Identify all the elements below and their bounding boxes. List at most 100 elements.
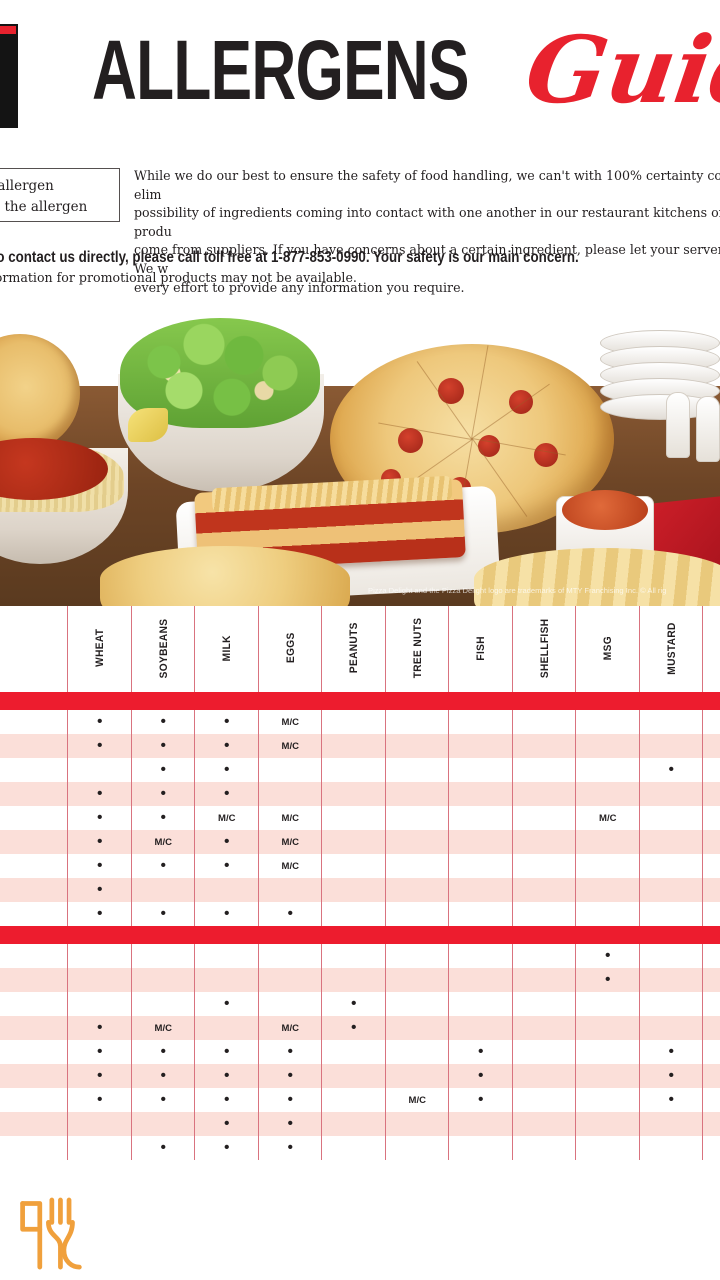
allergen-cell-milk: M/C	[218, 812, 236, 824]
legend-text-may-contain: tain the allergen	[0, 199, 88, 215]
column-separator	[257, 606, 259, 692]
column-separator	[194, 944, 195, 1160]
table-row[interactable]: • • •	[0, 782, 720, 806]
column-separator	[575, 606, 576, 692]
table-row[interactable]: • • • • • •	[0, 1040, 720, 1064]
table-row[interactable]: )•	[0, 878, 720, 902]
section-header-bar	[0, 926, 720, 944]
table-row[interactable]: Salad - with•M/CM/C•	[0, 1016, 720, 1040]
table-row[interactable]: s•••	[0, 1136, 720, 1160]
allergen-cell-wheat: •	[97, 1043, 103, 1060]
allergen-cell-milk: •	[224, 833, 230, 850]
column-separator	[384, 606, 386, 692]
photo-salt-shaker	[666, 392, 690, 458]
allergen-cell-fish: •	[478, 1067, 484, 1084]
logo-accent-top	[0, 26, 16, 34]
table-row[interactable]: h Chicken••••••	[0, 1064, 720, 1088]
allergen-cell-eggs: M/C	[281, 812, 299, 824]
page-header: PD ALLERGENS Guide	[0, 0, 720, 160]
allergen-cell-milk: •	[224, 737, 230, 754]
column-separator	[67, 710, 68, 926]
column-separator	[448, 710, 449, 926]
allergen-cell-soybeans: •	[160, 857, 166, 874]
allergen-cell-soybeans: •	[160, 809, 166, 826]
column-separator	[511, 710, 513, 926]
column-separator	[194, 606, 195, 692]
allergen-cell-soybeans: •	[160, 737, 166, 754]
allergen-cell-msg: •	[605, 947, 611, 964]
column-separator	[130, 606, 132, 692]
photo-soup	[562, 490, 648, 530]
allergen-cell-soybeans: •	[160, 1091, 166, 1108]
table-row[interactable]: • • • M/C	[0, 854, 720, 878]
column-header-label: TREE NUTS	[411, 617, 424, 679]
allergen-cell-soybeans: •	[160, 1043, 166, 1060]
column-separator	[321, 710, 322, 926]
table-row[interactable]: n Dressing•	[0, 944, 720, 968]
table-body: •••M/Cwith Bacon•••M/C••••••••M/CM/CM/C•…	[0, 692, 720, 1160]
table-column-header-row: WHEAT SOYBEANS MILK EGGS PEANUTS TREE NUTS FIS…	[0, 606, 720, 692]
column-header-label: MSG	[602, 635, 614, 661]
allergen-cell-milk: •	[224, 857, 230, 874]
legend-row-contains: •the allergen	[0, 178, 54, 194]
table-row[interactable]: hicken & Dressing•	[0, 968, 720, 992]
column-header-tree-nuts: TREE NUTS	[386, 610, 450, 686]
allergen-cell-eggs: M/C	[281, 1022, 299, 1034]
allergen-cell-eggs: •	[287, 1115, 293, 1132]
legend-box: •the allergen M/Ctain the allergen	[0, 168, 120, 222]
allergen-cell-wheat: •	[97, 809, 103, 826]
allergen-table: WHEAT SOYBEANS MILK EGGS PEANUTS TREE NUTS FIS…	[0, 606, 720, 1280]
column-header-eggs: EGGS	[259, 610, 323, 686]
allergen-cell-mustard: •	[668, 1067, 674, 1084]
photo-lemon-wedge	[128, 408, 168, 442]
allergen-cell-soybeans: •	[160, 785, 166, 802]
allergen-cell-milk: •	[224, 1067, 230, 1084]
column-separator	[130, 710, 132, 926]
table-row[interactable]: • M/C • M/C	[0, 830, 720, 854]
allergen-cell-milk: •	[224, 1115, 230, 1132]
allergen-cell-eggs: M/C	[281, 836, 299, 848]
allergen-cell-milk: •	[224, 785, 230, 802]
allergen-cell-mustard: •	[668, 1091, 674, 1108]
column-separator	[448, 606, 449, 692]
grid-lines-overlay	[0, 710, 720, 926]
allergen-cell-mustard: •	[668, 1043, 674, 1060]
table-row[interactable]: • • • •	[0, 902, 720, 926]
photo-trademark-caption: Pizza Delight and the Pizza Delight logo…	[368, 586, 667, 595]
allergen-cell-milk: •	[224, 761, 230, 778]
table-row[interactable]: • • M/C M/C M/C	[0, 806, 720, 830]
allergen-cell-mustard: •	[668, 761, 674, 778]
column-header-label: MILK	[221, 634, 233, 662]
column-header-label: SHELLFISH	[538, 618, 551, 678]
column-header-mustard: MUSTARD	[640, 610, 704, 686]
allergen-cell-milk: •	[224, 905, 230, 922]
allergen-cell-soybeans: •	[160, 713, 166, 730]
table-row[interactable]: • •	[0, 1112, 720, 1136]
column-header-label: WHEAT	[94, 628, 106, 668]
column-separator	[511, 606, 513, 692]
allergen-cell-wheat: •	[97, 1067, 103, 1084]
section-rows: •••M/Cwith Bacon•••M/C••••••••M/CM/CM/C•…	[0, 710, 720, 926]
allergen-cell-soybeans: M/C	[154, 1022, 172, 1034]
allergen-cell-peanuts: •	[351, 1019, 357, 1036]
column-separator	[194, 710, 195, 926]
allergen-cell-milk: •	[224, 995, 230, 1012]
allergen-cell-wheat: •	[97, 1091, 103, 1108]
section-header-bar	[0, 692, 720, 710]
brand-logo: PD	[0, 24, 18, 128]
table-row[interactable]: • • •	[0, 758, 720, 782]
table-row[interactable]: with Bacon•••M/C	[0, 734, 720, 758]
allergen-cell-wheat: •	[97, 833, 103, 850]
allergen-cell-wheat: •	[97, 1019, 103, 1036]
column-separator	[257, 944, 259, 1160]
allergen-cell-soybeans: •	[160, 905, 166, 922]
allergen-cell-wheat: •	[97, 857, 103, 874]
table-row[interactable]: • • • • M/C • •	[0, 1088, 720, 1112]
table-row[interactable]: Salad••	[0, 992, 720, 1016]
column-separator	[257, 710, 259, 926]
column-header-label: PEANUTS	[348, 622, 360, 674]
column-separator	[67, 944, 68, 1160]
table-row[interactable]: • • • M/C	[0, 710, 720, 734]
allergen-cell-msg: •	[605, 971, 611, 988]
allergen-cell-wheat: •	[97, 785, 103, 802]
